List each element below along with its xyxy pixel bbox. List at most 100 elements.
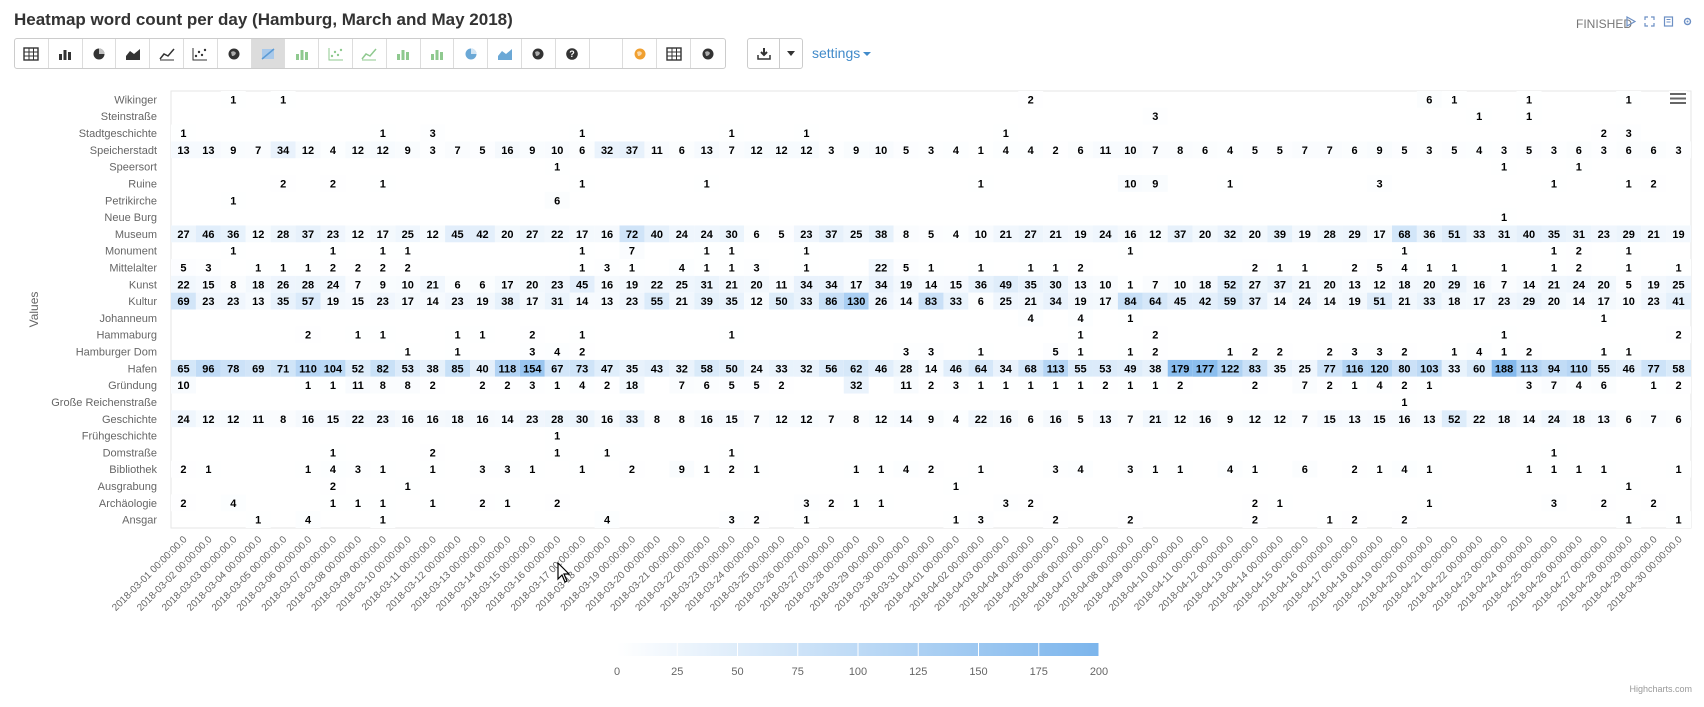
heatmap-cell[interactable] — [1591, 309, 1617, 327]
heatmap-cell[interactable] — [818, 225, 844, 243]
heatmap-cell[interactable] — [918, 275, 944, 293]
heatmap-cell[interactable] — [1516, 225, 1542, 243]
heatmap-cell[interactable] — [1018, 359, 1044, 377]
heatmap-cell[interactable] — [1391, 259, 1417, 276]
heatmap-cell[interactable] — [395, 259, 421, 276]
heatmap-cell[interactable] — [1342, 225, 1368, 243]
heatmap-cell[interactable] — [868, 494, 894, 512]
heatmap-cell[interactable] — [594, 359, 620, 377]
heatmap-cell[interactable] — [1217, 275, 1243, 293]
heatmap-cell[interactable] — [1068, 359, 1093, 377]
heatmap-cell[interactable] — [744, 460, 770, 478]
heatmap-cell[interactable] — [1068, 326, 1093, 344]
heatmap-cell[interactable] — [420, 225, 446, 243]
heatmap-cell[interactable] — [1117, 242, 1143, 260]
heatmap-cell[interactable] — [569, 225, 595, 243]
heatmap-cell[interactable] — [1267, 292, 1293, 310]
heatmap-cell[interactable] — [843, 225, 869, 243]
heatmap-cell[interactable] — [519, 225, 545, 243]
heatmap-cell[interactable] — [793, 124, 819, 142]
heatmap-cell[interactable] — [719, 511, 745, 528]
heatmap-cell[interactable] — [171, 494, 196, 512]
heatmap-cell[interactable] — [644, 275, 670, 293]
heatmap-cell[interactable] — [569, 275, 595, 293]
heatmap-cell[interactable] — [420, 292, 446, 310]
heatmap-cell[interactable] — [1167, 376, 1193, 394]
heatmap-cell[interactable] — [594, 511, 620, 528]
heatmap-cell[interactable] — [1292, 410, 1318, 428]
heatmap-cell[interactable] — [445, 343, 471, 360]
heatmap-cell[interactable] — [1516, 141, 1542, 159]
heatmap-cell[interactable] — [1267, 225, 1293, 243]
heatmap-cell[interactable] — [370, 292, 396, 310]
heatmap-cell[interactable] — [420, 460, 446, 478]
heatmap-cell[interactable] — [220, 359, 246, 377]
heatmap-cell[interactable] — [220, 191, 246, 209]
heatmap-cell[interactable] — [370, 511, 396, 528]
heatmap-cell[interactable] — [1416, 259, 1442, 276]
heatmap-cell[interactable] — [818, 410, 844, 428]
heatmap-cell[interactable] — [1416, 225, 1442, 243]
heatmap-cell[interactable] — [1068, 343, 1093, 360]
heatmap-cell[interactable] — [1391, 242, 1417, 260]
heatmap-cell[interactable] — [719, 460, 745, 478]
heatmap-cell[interactable] — [1292, 259, 1318, 276]
heatmap-cell[interactable] — [370, 275, 396, 293]
heatmap-cell[interactable] — [220, 242, 246, 260]
heatmap-cell[interactable] — [719, 443, 745, 461]
heatmap-cell[interactable] — [1566, 259, 1592, 276]
heatmap-cell[interactable] — [993, 124, 1019, 142]
heatmap-cell[interactable] — [1491, 326, 1517, 344]
heatmap-cell[interactable] — [818, 141, 844, 159]
heatmap-cell[interactable] — [1491, 259, 1517, 276]
toolbar-button-stacked-area[interactable] — [488, 39, 522, 68]
heatmap-cell[interactable] — [420, 410, 446, 428]
heatmap-cell[interactable] — [1043, 511, 1069, 528]
heatmap-cell[interactable] — [744, 259, 770, 276]
heatmap-cell[interactable] — [1367, 275, 1392, 293]
heatmap-cell[interactable] — [719, 225, 745, 243]
heatmap-cell[interactable] — [619, 376, 645, 394]
heatmap-cell[interactable] — [1217, 175, 1243, 192]
heatmap-cell[interactable] — [793, 494, 819, 512]
heatmap-cell[interactable] — [1117, 410, 1143, 428]
heatmap-cell[interactable] — [1117, 343, 1143, 360]
toolbar-button-stacked-bar[interactable] — [387, 39, 421, 68]
heatmap-cell[interactable] — [470, 275, 495, 293]
heatmap-cell[interactable] — [1541, 175, 1567, 192]
book-icon[interactable] — [1662, 15, 1675, 28]
heatmap-cell[interactable] — [769, 225, 794, 243]
heatmap-cell[interactable] — [918, 225, 944, 243]
heatmap-cell[interactable] — [1541, 359, 1567, 377]
heatmap-cell[interactable] — [619, 460, 645, 478]
heatmap-cell[interactable] — [1591, 141, 1617, 159]
heatmap-cell[interactable] — [544, 225, 570, 243]
heatmap-cell[interactable] — [793, 275, 819, 293]
heatmap-cell[interactable] — [1516, 410, 1542, 428]
heatmap-cell[interactable] — [544, 141, 570, 159]
heatmap-cell[interactable] — [320, 275, 346, 293]
heatmap-cell[interactable] — [519, 376, 545, 394]
heatmap-cell[interactable] — [769, 410, 794, 428]
heatmap-cell[interactable] — [1217, 343, 1243, 360]
heatmap-cell[interactable] — [245, 225, 271, 243]
heatmap-cell[interactable] — [295, 359, 321, 377]
heatmap-cell[interactable] — [644, 292, 670, 310]
heatmap-cell[interactable] — [719, 275, 745, 293]
heatmap-cell[interactable] — [1117, 511, 1143, 528]
heatmap-cell[interactable] — [245, 511, 271, 528]
heatmap-cell[interactable] — [1142, 107, 1168, 125]
heatmap-cell[interactable] — [445, 326, 471, 344]
heatmap-cell[interactable] — [171, 410, 196, 428]
heatmap-cell[interactable] — [270, 91, 296, 108]
heatmap-cell[interactable] — [519, 343, 545, 360]
heatmap-cell[interactable] — [1541, 141, 1567, 159]
heatmap-cell[interactable] — [893, 343, 919, 360]
heatmap-cell[interactable] — [1167, 410, 1193, 428]
heatmap-cell[interactable] — [1242, 141, 1268, 159]
heatmap-cell[interactable] — [943, 511, 969, 528]
toolbar-button-blank[interactable] — [590, 39, 624, 68]
heatmap-cell[interactable] — [669, 259, 695, 276]
heatmap-cell[interactable] — [1092, 292, 1118, 310]
heatmap-cell[interactable] — [1416, 410, 1442, 428]
